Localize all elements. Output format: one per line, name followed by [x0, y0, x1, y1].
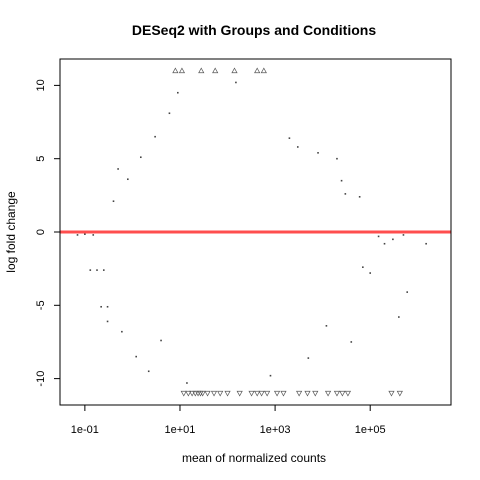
- data-point: [340, 179, 343, 182]
- data-point: [325, 325, 328, 327]
- outlier-markers: [172, 67, 403, 397]
- outlier-down-marker: [248, 390, 255, 397]
- outlier-down-marker: [324, 390, 332, 397]
- data-point: [296, 146, 299, 148]
- data-point: [369, 272, 372, 274]
- outlier-down-marker: [388, 390, 395, 397]
- data-point: [362, 266, 364, 268]
- outlier-up-marker: [178, 67, 186, 74]
- data-point: [117, 168, 119, 170]
- y-tick-label: -5: [35, 300, 47, 310]
- data-point: [402, 234, 405, 236]
- data-point: [288, 137, 291, 139]
- outlier-down-marker: [189, 390, 196, 397]
- data-point: [121, 330, 123, 333]
- data-point: [89, 269, 92, 271]
- data-points: [76, 81, 427, 384]
- outlier-down-marker: [296, 390, 303, 397]
- data-point: [317, 152, 319, 154]
- data-point: [160, 339, 162, 342]
- data-point: [377, 235, 380, 238]
- chart-title: DESeq2 with Groups and Conditions: [132, 22, 376, 38]
- outlier-down-marker: [264, 390, 271, 397]
- data-point: [398, 316, 400, 318]
- x-tick-label: 1e+01: [165, 424, 196, 436]
- data-point: [92, 234, 95, 236]
- outlier-up-marker: [260, 67, 267, 74]
- outlier-up-marker: [231, 67, 238, 74]
- data-point: [336, 157, 338, 160]
- outlier-down-marker: [339, 390, 346, 397]
- data-point: [269, 374, 272, 377]
- outlier-down-marker: [210, 390, 218, 397]
- data-point: [168, 112, 171, 115]
- x-tick-label: 1e+03: [260, 424, 291, 436]
- data-point: [139, 156, 142, 159]
- outlier-down-marker: [204, 390, 211, 397]
- data-point: [383, 242, 386, 245]
- data-point: [100, 305, 102, 308]
- outlier-up-marker: [212, 67, 219, 74]
- data-point: [102, 269, 105, 271]
- data-point: [235, 81, 237, 84]
- outlier-down-marker: [312, 390, 319, 397]
- outlier-up-marker: [198, 67, 205, 74]
- data-point: [344, 193, 347, 195]
- y-axis-label: log fold change: [4, 191, 18, 273]
- data-point: [96, 269, 98, 271]
- data-point: [76, 234, 79, 236]
- outlier-down-marker: [304, 390, 311, 397]
- outlier-down-marker: [199, 390, 206, 397]
- y-tick-label: 10: [35, 79, 47, 91]
- data-point: [425, 242, 427, 245]
- data-point: [112, 200, 115, 203]
- data-point: [307, 357, 310, 359]
- outlier-down-marker: [344, 390, 352, 397]
- data-point: [154, 135, 156, 138]
- outlier-down-marker: [280, 390, 287, 397]
- y-axis: -10 -5 0 5 10: [35, 79, 60, 387]
- data-point: [406, 291, 409, 293]
- outlier-down-marker: [273, 390, 281, 397]
- x-tick-label: 1e-01: [71, 424, 99, 436]
- data-point: [392, 238, 394, 241]
- data-point: [84, 233, 86, 235]
- outlier-down-marker: [333, 390, 341, 397]
- data-point: [127, 178, 129, 181]
- data-point: [350, 341, 353, 343]
- outlier-up-marker: [172, 67, 179, 74]
- outlier-up-marker: [254, 67, 261, 74]
- outlier-down-marker: [236, 390, 243, 397]
- outlier-down-marker: [217, 390, 224, 397]
- y-tick-label: 0: [35, 229, 47, 235]
- x-axis-label: mean of normalized counts: [182, 451, 326, 465]
- y-tick-label: -10: [35, 371, 47, 387]
- outlier-down-marker: [258, 390, 265, 397]
- data-point: [358, 196, 361, 198]
- data-point: [147, 370, 150, 373]
- data-point: [186, 382, 188, 384]
- x-tick-label: 1e+05: [355, 424, 386, 436]
- data-point: [106, 305, 109, 308]
- outlier-down-marker: [185, 390, 192, 397]
- outlier-down-marker: [180, 390, 187, 397]
- outlier-down-marker: [224, 390, 231, 397]
- data-point: [106, 320, 109, 323]
- x-axis: 1e-01 1e+01 1e+03 1e+05: [71, 405, 386, 436]
- data-point: [177, 91, 179, 94]
- outlier-down-marker: [254, 390, 261, 397]
- data-point: [135, 355, 137, 358]
- y-tick-label: 5: [35, 156, 47, 162]
- outlier-down-marker: [396, 390, 403, 397]
